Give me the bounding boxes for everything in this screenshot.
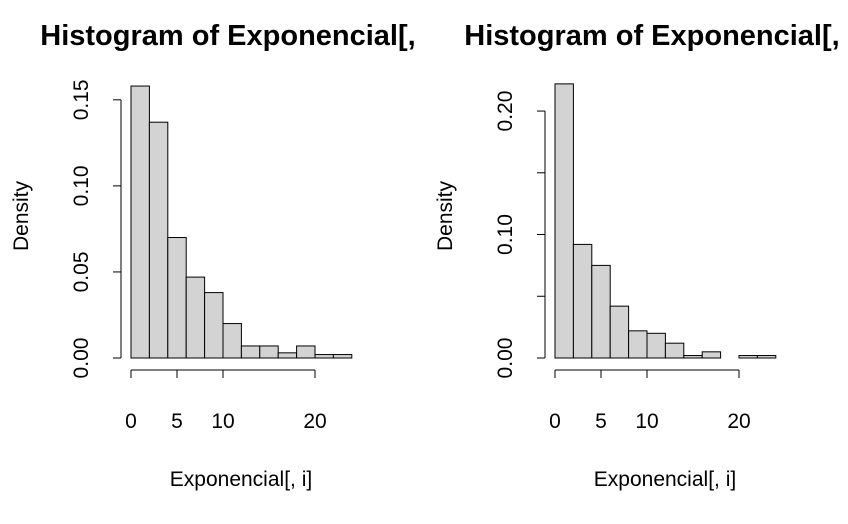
histogram-bar	[185, 276, 206, 359]
histogram-bar	[332, 354, 353, 359]
y-tick-label: 0.00	[70, 338, 93, 379]
y-tick-label: 0.05	[70, 252, 93, 293]
x-tick-label: 20	[727, 410, 750, 433]
histogram-bar	[148, 121, 169, 359]
y-axis-label: Density	[10, 180, 33, 251]
histogram-panel-left: Histogram of Exponencial[, Density Expon…	[10, 20, 416, 491]
x-tick-label: 5	[595, 410, 607, 433]
histogram-bar	[296, 345, 316, 359]
histogram-bar	[756, 355, 777, 359]
histogram-bar	[646, 332, 666, 359]
histogram-bars	[130, 85, 353, 359]
y-tick-label: 0.00	[494, 338, 517, 379]
histogram-bar	[259, 345, 279, 359]
y-axis-label: Density	[434, 180, 457, 251]
x-axis-label: Exponencial[, i]	[170, 468, 312, 491]
x-tick-label: 5	[171, 410, 183, 433]
x-tick-label: 10	[211, 410, 234, 433]
histogram-panel-right: Histogram of Exponencial[, Density Expon…	[434, 20, 840, 491]
histogram-bar	[167, 237, 187, 359]
x-axis: 0 5 10 20	[549, 369, 751, 433]
x-tick-label: 0	[125, 410, 137, 433]
y-tick-label: 0.15	[70, 79, 93, 120]
histogram-bar	[628, 330, 648, 359]
y-tick-label: 0.20	[494, 91, 517, 132]
x-tick-label: 20	[303, 410, 326, 433]
histogram-bar	[222, 323, 242, 359]
histogram-bar	[609, 305, 630, 359]
histogram-bar	[738, 355, 758, 359]
histogram-bar	[240, 345, 261, 359]
histogram-bar	[314, 354, 334, 359]
chart-title: Histogram of Exponencial[,	[464, 20, 839, 52]
histogram-bars	[554, 83, 777, 359]
x-axis: 0 5 10 20	[125, 369, 327, 433]
x-tick-label: 10	[635, 410, 658, 433]
histogram-bar	[664, 342, 685, 359]
histogram-bar	[554, 83, 574, 359]
histogram-bar	[701, 351, 722, 359]
histogram-bar	[277, 352, 298, 359]
y-tick-label: 0.10	[70, 165, 93, 206]
histogram-bar	[683, 355, 703, 359]
histogram-bar	[204, 292, 224, 359]
y-axis: 0.00 0.10 0.20	[494, 91, 546, 379]
x-axis-label: Exponencial[, i]	[594, 468, 736, 491]
histogram-bar	[591, 264, 611, 359]
y-tick-label: 0.10	[494, 214, 517, 255]
histogram-bar	[130, 85, 150, 359]
y-axis: 0.00 0.05 0.10 0.15	[70, 79, 122, 379]
histogram-bar	[572, 243, 593, 359]
chart-title: Histogram of Exponencial[,	[40, 20, 415, 52]
x-tick-label: 0	[549, 410, 561, 433]
